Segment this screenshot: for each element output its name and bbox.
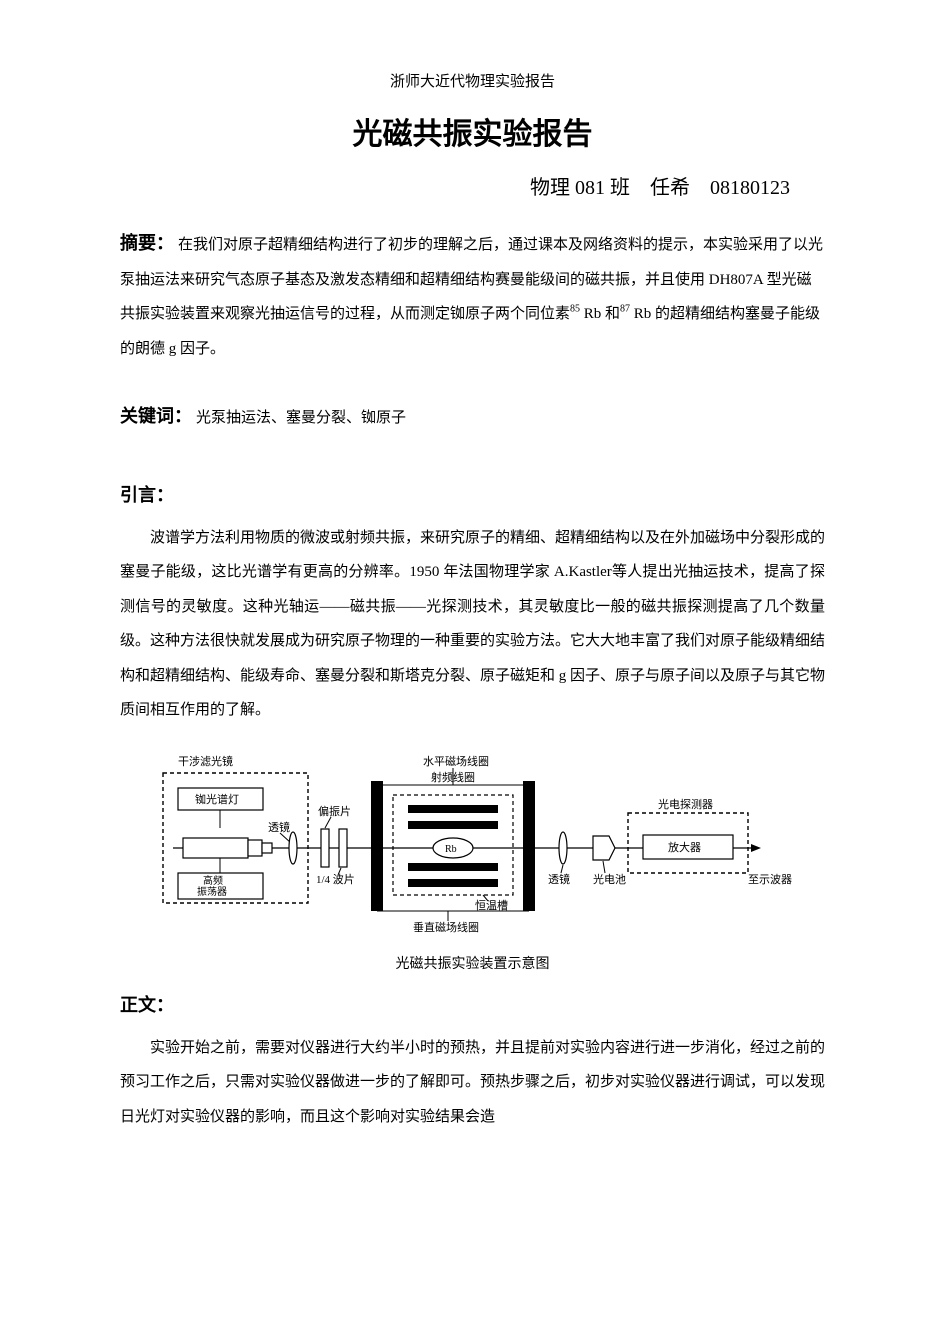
author-line: 物理 081 班 任希 08180123 (120, 171, 825, 200)
superscript-87: 87 (620, 304, 630, 315)
label-hf-osc-2: 振荡器 (197, 885, 227, 898)
keywords-block: 关键词： 光泵抽运法、塞曼分裂、铷原子 (120, 401, 825, 436)
keywords-text: 光泵抽运法、塞曼分裂、铷原子 (196, 410, 406, 426)
intro-label: 引言： (120, 481, 825, 507)
abstract-block: 摘要： 在我们对原子超精细结构进行了初步的理解之后，通过课本及网络资料的提示，本… (120, 228, 825, 366)
body-block: 正文： 实验开始之前，需要对仪器进行大约半小时的预热，并且提前对实验内容进行进一… (120, 991, 825, 1135)
label-thermostat: 恒温槽 (475, 899, 508, 912)
intro-text: 波谱学方法利用物质的微波或射频共振，来研究原子的精细、超精细结构以及在外加磁场中… (120, 521, 825, 728)
label-hf-osc-1: 高频 (203, 874, 223, 887)
label-rf-coil: 射频线圈 (431, 770, 475, 784)
label-photodetector: 光电探测器 (658, 797, 713, 811)
label-lens-1: 透镜 (268, 820, 290, 834)
label-photocell: 光电池 (593, 872, 626, 886)
label-rb: Rb (445, 844, 457, 855)
label-quarter-wave: 1/4 波片 (316, 873, 355, 886)
keywords-label: 关键词： (120, 406, 192, 426)
abstract-text-mid1: Rb 和 (580, 306, 620, 322)
body-text: 实验开始之前，需要对仪器进行大约半小时的预热，并且提前对实验内容进行进一步消化，… (120, 1031, 825, 1135)
main-title: 光磁共振实验报告 (120, 109, 825, 153)
label-horizontal-coil: 水平磁场线圈 (423, 754, 489, 768)
label-to-scope: 至示波器 (748, 873, 792, 886)
abstract-label: 摘要： (120, 233, 174, 253)
label-vertical-coil: 垂直磁场线圈 (413, 920, 479, 934)
label-lens-2: 透镜 (548, 872, 570, 886)
label-amplifier: 放大器 (668, 840, 701, 854)
label-rb-lamp: 铷光谱灯 (195, 792, 239, 806)
body-label: 正文： (120, 991, 825, 1017)
label-interference-filter: 干涉滤光镜 (178, 754, 233, 768)
header-university: 浙师大近代物理实验报告 (120, 70, 825, 91)
superscript-85: 85 (570, 304, 580, 315)
intro-block: 引言： 波谱学方法利用物质的微波或射频共振，来研究原子的精细、超精细结构以及在外… (120, 481, 825, 728)
label-polarizer: 偏振片 (318, 804, 351, 818)
diagram-caption: 光磁共振实验装置示意图 (153, 953, 793, 973)
apparatus-diagram: 干涉滤光镜 铷光谱灯 透镜 高频 振荡器 偏振片 1/4 波片 水平磁场线圈 (153, 743, 793, 973)
diagram-svg: 干涉滤光镜 铷光谱灯 透镜 高频 振荡器 偏振片 1/4 波片 水平磁场线圈 (153, 743, 793, 943)
